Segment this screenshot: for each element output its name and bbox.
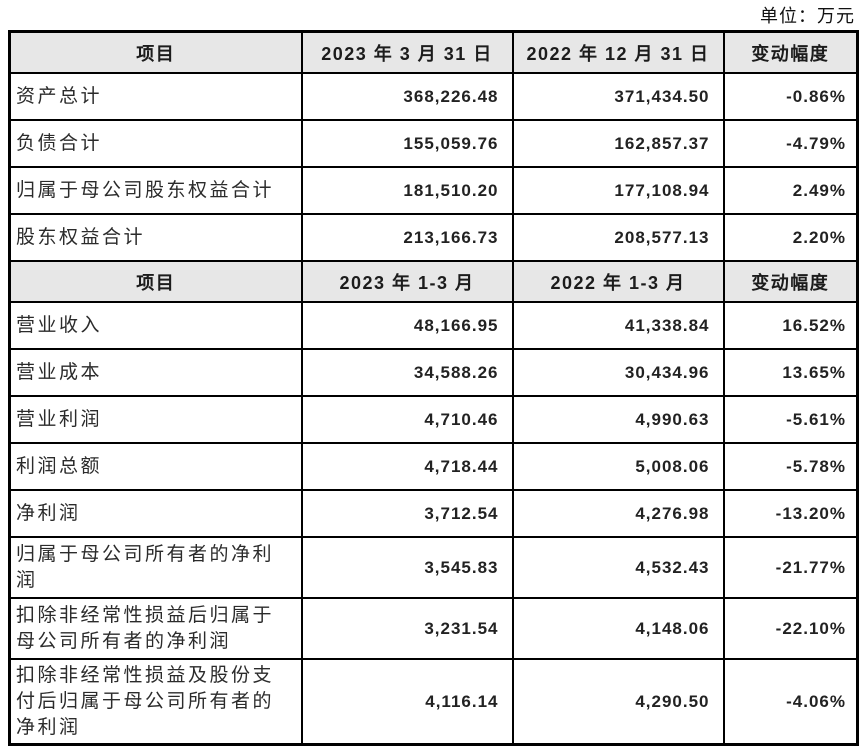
header-period-prior: 2022 年 1-3 月 <box>511 260 725 303</box>
row-value-current: 3,545.83 <box>300 536 514 599</box>
row-value-prior: 208,577.13 <box>511 213 725 262</box>
row-change: -4.79% <box>722 119 859 168</box>
row-value-current: 4,116.14 <box>300 658 514 746</box>
row-change: 2.20% <box>722 213 859 262</box>
row-value-prior: 41,338.84 <box>511 301 725 350</box>
table-row-total-equity: 股东权益合计 213,166.73 208,577.13 2.20% <box>8 213 859 262</box>
balance-header-row: 项目 2023 年 3 月 31 日 2022 年 12 月 31 日 变动幅度 <box>8 30 859 74</box>
row-value-prior: 4,532.43 <box>511 536 725 599</box>
row-value-current: 48,166.95 <box>300 301 514 350</box>
table-row-net-profit-parent: 归属于母公司所有者的净利润 3,545.83 4,532.43 -21.77% <box>8 536 859 599</box>
financial-summary-table: 项目 2023 年 3 月 31 日 2022 年 12 月 31 日 变动幅度… <box>8 30 859 746</box>
row-value-prior: 371,434.50 <box>511 72 725 121</box>
row-label: 净利润 <box>8 489 303 538</box>
row-value-current: 3,712.54 <box>300 489 514 538</box>
row-change: 13.65% <box>722 348 859 397</box>
row-value-prior: 4,290.50 <box>511 658 725 746</box>
row-value-prior: 177,108.94 <box>511 166 725 215</box>
row-change: -13.20% <box>722 489 859 538</box>
row-value-prior: 4,990.63 <box>511 395 725 444</box>
row-value-prior: 162,857.37 <box>511 119 725 168</box>
header-change: 变动幅度 <box>722 260 859 303</box>
row-label: 股东权益合计 <box>8 213 303 262</box>
row-label: 利润总额 <box>8 442 303 491</box>
income-header-row: 项目 2023 年 1-3 月 2022 年 1-3 月 变动幅度 <box>8 260 859 303</box>
row-change: -0.86% <box>722 72 859 121</box>
row-change: -5.61% <box>722 395 859 444</box>
row-value-current: 213,166.73 <box>300 213 514 262</box>
row-value-current: 34,588.26 <box>300 348 514 397</box>
row-label: 归属于母公司所有者的净利润 <box>8 536 303 599</box>
row-value-prior: 4,148.06 <box>511 597 725 660</box>
row-label: 资产总计 <box>8 72 303 121</box>
row-label: 营业利润 <box>8 395 303 444</box>
row-label: 扣除非经常性损益后归属于母公司所有者的净利润 <box>8 597 303 660</box>
header-change: 变动幅度 <box>722 30 859 74</box>
row-change: 2.49% <box>722 166 859 215</box>
row-value-current: 155,059.76 <box>300 119 514 168</box>
row-value-current: 368,226.48 <box>300 72 514 121</box>
row-change: -22.10% <box>722 597 859 660</box>
table-row-revenue: 营业收入 48,166.95 41,338.84 16.52% <box>8 301 859 350</box>
table-row-operating-cost: 营业成本 34,588.26 30,434.96 13.65% <box>8 348 859 397</box>
table-row-total-profit: 利润总额 4,718.44 5,008.06 -5.78% <box>8 442 859 491</box>
header-item: 项目 <box>8 260 303 303</box>
row-label: 营业收入 <box>8 301 303 350</box>
table-row-operating-profit: 营业利润 4,710.46 4,990.63 -5.61% <box>8 395 859 444</box>
row-change: 16.52% <box>722 301 859 350</box>
header-date-prior: 2022 年 12 月 31 日 <box>511 30 725 74</box>
row-value-current: 3,231.54 <box>300 597 514 660</box>
row-change: -21.77% <box>722 536 859 599</box>
row-value-current: 4,718.44 <box>300 442 514 491</box>
row-label: 扣除非经常性损益及股份支付后归属于母公司所有者的净利润 <box>8 658 303 746</box>
row-change: -4.06% <box>722 658 859 746</box>
row-value-prior: 5,008.06 <box>511 442 725 491</box>
row-label: 归属于母公司股东权益合计 <box>8 166 303 215</box>
row-change: -5.78% <box>722 442 859 491</box>
row-value-prior: 30,434.96 <box>511 348 725 397</box>
table-row-net-profit: 净利润 3,712.54 4,276.98 -13.20% <box>8 489 859 538</box>
header-date-current: 2023 年 3 月 31 日 <box>300 30 514 74</box>
row-label: 营业成本 <box>8 348 303 397</box>
unit-label: 单位：万元 <box>760 6 855 26</box>
table-row-total-liabilities: 负债合计 155,059.76 162,857.37 -4.79% <box>8 119 859 168</box>
row-value-current: 4,710.46 <box>300 395 514 444</box>
table-row-total-assets: 资产总计 368,226.48 371,434.50 -0.86% <box>8 72 859 121</box>
row-label: 负债合计 <box>8 119 303 168</box>
row-value-current: 181,510.20 <box>300 166 514 215</box>
table-row-parent-equity: 归属于母公司股东权益合计 181,510.20 177,108.94 2.49% <box>8 166 859 215</box>
header-period-current: 2023 年 1-3 月 <box>300 260 514 303</box>
table-row-net-profit-parent-ex-nonrecurring-and-sharepay: 扣除非经常性损益及股份支付后归属于母公司所有者的净利润 4,116.14 4,2… <box>8 658 859 746</box>
header-item: 项目 <box>8 30 303 74</box>
table-row-net-profit-parent-ex-nonrecurring: 扣除非经常性损益后归属于母公司所有者的净利润 3,231.54 4,148.06… <box>8 597 859 660</box>
row-value-prior: 4,276.98 <box>511 489 725 538</box>
